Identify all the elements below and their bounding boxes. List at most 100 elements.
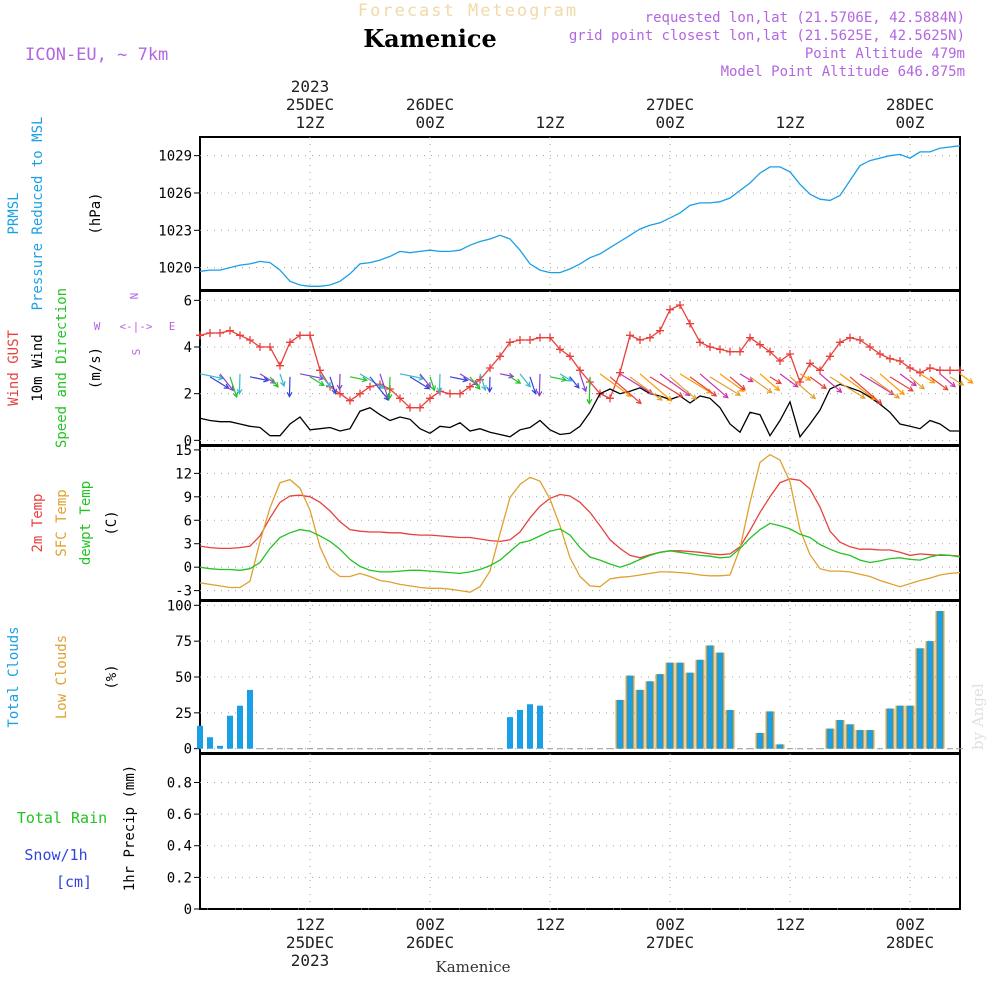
wind-direction-arrow [209, 376, 229, 389]
wind-panel-label: (m/s) [88, 347, 104, 389]
total-cloud-bar [637, 689, 643, 749]
gust-point [206, 329, 214, 337]
gust-point [516, 336, 524, 344]
wind-arrow-head [581, 386, 588, 393]
total-cloud-bar [617, 699, 623, 749]
gust-point [676, 301, 684, 309]
gust-point [936, 366, 944, 375]
wind-direction-arrow [379, 373, 389, 399]
wind-direction-arrow [799, 373, 811, 381]
total-cloud-bar [917, 648, 923, 749]
wind-arrow-head [536, 390, 543, 397]
gust-point [566, 352, 574, 361]
wind-arrow-head [383, 392, 390, 400]
wind-arrow-head [236, 388, 243, 395]
wind-arrow-head [361, 376, 368, 383]
gust-point [276, 361, 284, 370]
axes-layer: 1020 1023 1026 1029 PRMSL Pressure Reduced to… [6, 77, 961, 970]
wind-arrow-head [436, 387, 443, 394]
wind-arrow-head [462, 376, 469, 383]
temp-panel-label: (C) [104, 510, 120, 535]
gust-point [916, 368, 924, 377]
wind-direction-arrow [639, 373, 672, 402]
temp-ytick-label: 12 [175, 466, 192, 482]
total-cloud-bar [717, 652, 723, 749]
precip-frame [199, 753, 961, 910]
wind-direction-arrow [939, 373, 956, 388]
wind-arrow-head [486, 386, 493, 393]
wind-arrow-head [425, 382, 432, 389]
gust-point [686, 319, 694, 328]
temp-ytick-label: 0 [184, 560, 192, 576]
total-cloud-bar [217, 745, 223, 749]
wind-arrow-head [870, 394, 877, 401]
temp-ytick-label: -3 [175, 584, 192, 600]
wind-direction-arrow [909, 376, 925, 390]
wind-arrow-head [331, 388, 338, 395]
wind-direction-arrow [899, 373, 917, 386]
total-cloud-bar [767, 711, 773, 749]
wind-arrow-head [279, 380, 286, 388]
wind-arrow-head [722, 392, 729, 399]
total-cloud-bar [887, 708, 893, 749]
compass-n: N [128, 293, 141, 300]
gust-point [346, 396, 354, 405]
time-label-top: 27DEC [646, 95, 694, 114]
wind-direction-arrow [438, 373, 441, 393]
compass-arrows: <-|-> [119, 320, 152, 333]
wind-direction-arrow [689, 376, 717, 397]
gust-point [286, 338, 294, 347]
gust-point [486, 364, 494, 372]
total-cloud-bar [537, 705, 543, 749]
wind-direction-arrow [479, 373, 486, 391]
gust-point [366, 382, 374, 391]
wind-direction-arrow [319, 373, 332, 388]
wind-arrow-head [217, 374, 225, 381]
model-altitude: Model Point Altitude 646.875m [721, 64, 965, 80]
temp-panel-label: dewpt Temp [78, 481, 94, 565]
wind-arrow-head [666, 395, 673, 402]
wind-arrow-head [286, 391, 293, 398]
gust-point [606, 394, 614, 403]
compass-s: S [130, 349, 143, 356]
gust-point [656, 326, 664, 335]
wind-arrow-head [805, 375, 812, 381]
clouds-ytick-label: 25 [175, 706, 192, 722]
wind-direction-arrow [629, 376, 663, 401]
wind-direction-arrow [709, 376, 741, 396]
clouds-ytick-label: 50 [175, 670, 192, 686]
wind-arrow-head [561, 376, 568, 383]
time-label-bottom: 27DEC [646, 933, 694, 952]
wind-arrow-head [336, 384, 343, 391]
time-label-top: 12Z [296, 113, 325, 132]
pressure-ytick-label: 1026 [158, 186, 192, 202]
wind-arrow-head [967, 378, 974, 384]
time-label-top: 00Z [656, 113, 685, 132]
wind-direction-arrow [679, 373, 712, 394]
gust-point [766, 347, 774, 356]
wind-direction-arrow [299, 373, 324, 380]
clouds-ytick-label: 0 [184, 742, 192, 758]
wind-direction-arrow [219, 373, 234, 391]
time-label-bottom: 12Z [776, 915, 805, 934]
total-cloud-bar [677, 662, 683, 749]
clouds-panel-label: Total Clouds [6, 626, 22, 727]
wind-arrow-head [525, 381, 531, 388]
wind-arrow-head [386, 393, 393, 400]
total-cloud-bar [827, 728, 833, 749]
sfc-temp-line [199, 453, 961, 593]
wind-ytick-label: 6 [184, 293, 192, 309]
gust-point [906, 364, 914, 372]
wind-ytick-label: 2 [184, 387, 192, 403]
time-label-bottom: 00Z [896, 915, 925, 934]
total-cloud-bar [527, 704, 533, 749]
wind-direction-arrow [769, 376, 782, 385]
wind-direction-arrow [388, 376, 391, 399]
clouds-panel-label: Low Clouds [54, 635, 70, 719]
wind-arrow-head [474, 384, 481, 391]
gust-point [296, 331, 304, 340]
wind-direction-arrow [739, 373, 754, 383]
precip-ytick-label: 0.8 [167, 775, 192, 791]
pressure-frame [199, 136, 961, 291]
gust-point [556, 345, 564, 354]
